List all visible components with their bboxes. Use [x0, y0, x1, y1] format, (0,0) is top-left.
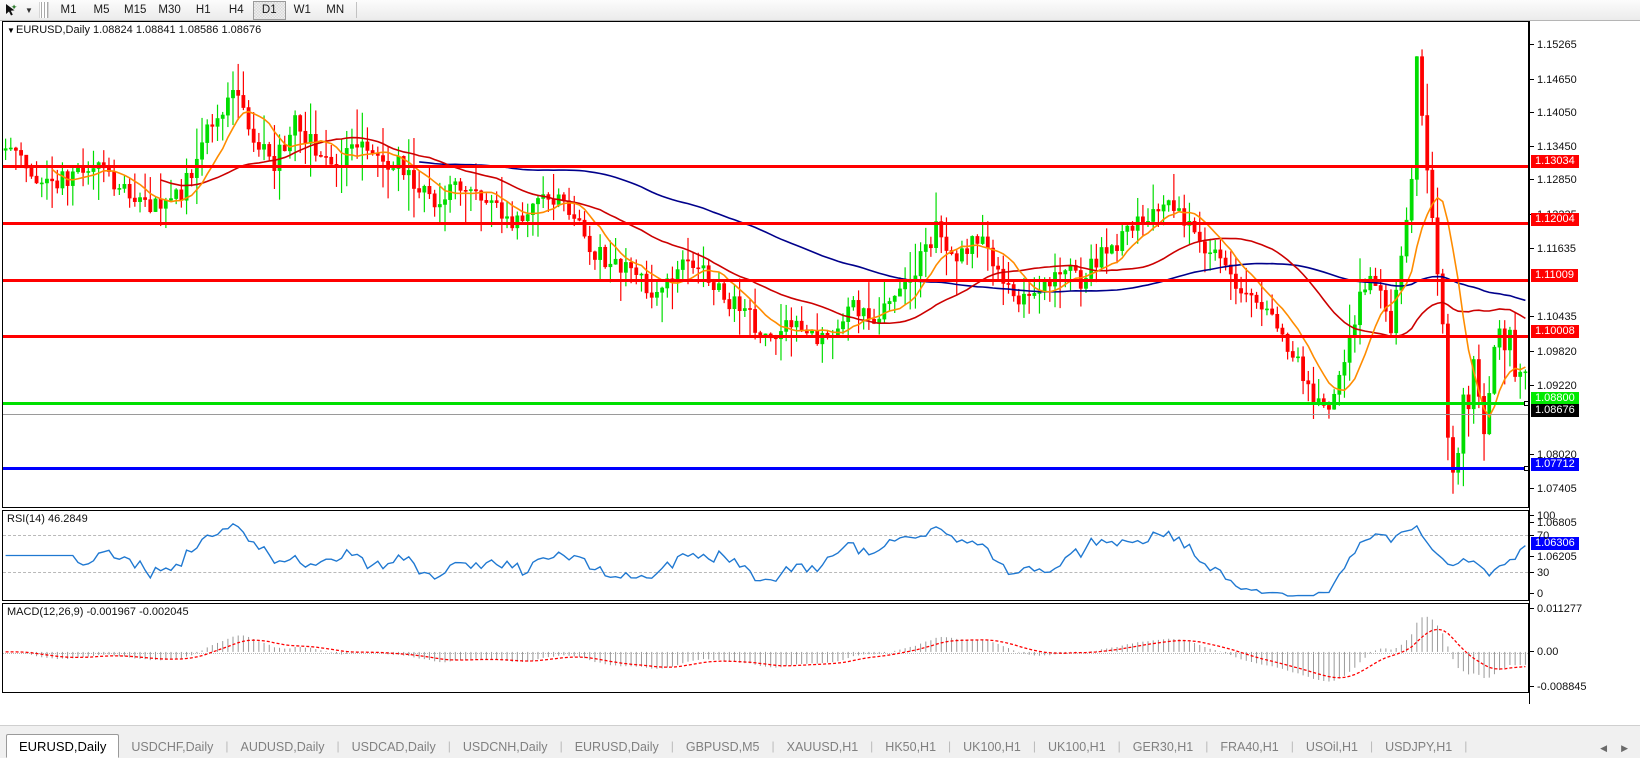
price-scale-axis[interactable]: 1.152651.146501.140501.134501.128501.122…	[1529, 21, 1640, 704]
chart-tab-uk100-h1[interactable]: UK100,H1	[963, 740, 1021, 754]
timeframe-m1[interactable]: M1	[60, 4, 77, 16]
price-tick: 1.12850	[1530, 174, 1577, 186]
tab-divider: |	[870, 739, 874, 753]
current-price-line	[3, 414, 1528, 415]
price-pane[interactable]: ▼EURUSD,Daily 1.08824 1.08841 1.08586 1.…	[2, 21, 1529, 550]
price-tick: 1.15265	[1530, 39, 1577, 51]
price-level-tag[interactable]: 1.13034	[1531, 155, 1579, 168]
level-line-1-08800[interactable]	[3, 401, 1529, 406]
chart-tab-ger30-h1[interactable]: GER30,H1	[1132, 740, 1194, 754]
price-pane-label-text: EURUSD,Daily 1.08824 1.08841 1.08586 1.0…	[16, 24, 262, 36]
price-level-tag[interactable]: 1.08676	[1531, 404, 1579, 417]
rsi-pane[interactable]: RSI(14) 46.2849	[2, 510, 1529, 601]
timeframe-m15[interactable]: M15	[124, 4, 147, 16]
chart-tab-usoil-h1[interactable]: USOil,H1	[1305, 740, 1358, 754]
triangle-down-icon[interactable]: ▼	[7, 26, 15, 35]
tab-divider: |	[559, 739, 563, 753]
timeframe-m5[interactable]: M5	[93, 4, 110, 16]
price-tick: 1.14050	[1530, 107, 1577, 119]
tab-divider: |	[948, 739, 952, 753]
tab-divider: |	[1032, 739, 1036, 753]
tab-divider: |	[1205, 739, 1209, 753]
chart-tab-usdcnh-daily[interactable]: USDCNH,Daily	[462, 740, 548, 754]
chart-tab-uk100-h1[interactable]: UK100,H1	[1047, 740, 1106, 754]
tab-divider: |	[1464, 739, 1468, 753]
price-level-tag[interactable]: 1.10008	[1531, 325, 1579, 338]
price-tick: 1.13450	[1530, 141, 1577, 153]
toolbar-grip[interactable]	[39, 2, 49, 18]
price-level-tag[interactable]: 1.11009	[1531, 269, 1578, 282]
macd-tick: -0.008845	[1530, 681, 1587, 693]
rsi-level-70	[3, 535, 1528, 536]
chart-tab-gbpusd-m5[interactable]: GBPUSD,M5	[685, 740, 760, 754]
timeframe-d1[interactable]: D1	[252, 0, 286, 20]
rsi-plot	[5, 522, 1526, 597]
price-level-tag[interactable]: 1.06306	[1531, 537, 1579, 550]
price-tick: 1.11635	[1530, 243, 1576, 255]
tabbar-scroll-controls: ◀ ▶	[1600, 743, 1640, 758]
timeframe-h4[interactable]: H4	[228, 4, 244, 16]
price-tick: 1.09220	[1530, 380, 1577, 392]
rsi-tick: 30	[1530, 567, 1549, 579]
price-tick: 1.06805	[1530, 517, 1577, 529]
level-line-1-07712[interactable]	[3, 466, 1529, 471]
macd-tick: 0.011277	[1530, 603, 1582, 615]
rsi-pane-label: RSI(14) 46.2849	[7, 513, 88, 525]
chart-tab-eurusd-daily[interactable]: EURUSD,Daily	[574, 740, 659, 754]
price-tick: 1.10435	[1530, 311, 1577, 323]
tab-divider: |	[771, 739, 775, 753]
tab-divider: |	[1290, 739, 1294, 753]
timeframe-mn[interactable]: MN	[326, 4, 345, 16]
price-level-tag[interactable]: 1.07712	[1531, 458, 1579, 471]
level-handle[interactable]	[1524, 401, 1529, 406]
price-pane-label: ▼EURUSD,Daily 1.08824 1.08841 1.08586 1.…	[7, 24, 261, 36]
tab-divider: |	[336, 739, 340, 753]
chart-tab-audusd-daily[interactable]: AUDUSD,Daily	[240, 740, 325, 754]
tab-divider: |	[670, 739, 674, 753]
level-line-1-11009[interactable]	[3, 279, 1528, 282]
rsi-tick: 100	[1530, 510, 1555, 522]
timeframe-h1[interactable]: H1	[195, 4, 211, 16]
price-level-tag[interactable]: 1.08800	[1531, 392, 1579, 405]
chevron-down-icon[interactable]: ▼	[25, 5, 33, 15]
chart-area: ▼EURUSD,Daily 1.08824 1.08841 1.08586 1.…	[0, 21, 1640, 743]
tab-divider: |	[1117, 739, 1121, 753]
chart-tabbar: EURUSD,Daily USDCHF,Daily | AUDUSD,Daily | US…	[0, 725, 1640, 758]
level-line-1-13034[interactable]	[3, 165, 1528, 168]
chart-tab-usdjpy-h1[interactable]: USDJPY,H1	[1385, 740, 1453, 754]
tab-divider: |	[447, 739, 451, 753]
tab-divider: |	[1369, 739, 1374, 753]
macd-pane-label: MACD(12,26,9) -0.001967 -0.002045	[7, 606, 189, 618]
toolbar-separator	[355, 2, 357, 18]
macd-plot	[5, 616, 1526, 682]
timeframe-m30[interactable]: M30	[158, 4, 181, 16]
timeframe-toolbar: ▼ M1 M5 M15 M30 H1 H4 D1 W1 MN	[0, 0, 1640, 21]
rsi-tick: 0	[1530, 588, 1543, 600]
macd-tick: 0.00	[1530, 646, 1558, 658]
price-tick: 1.14650	[1530, 74, 1577, 86]
price-tick: 1.06205	[1530, 551, 1577, 563]
scroll-left-icon[interactable]: ◀	[1600, 743, 1608, 753]
price-tick: 1.07405	[1530, 483, 1577, 495]
level-line-1-10008[interactable]	[3, 335, 1528, 338]
rsi-tick: 70	[1530, 530, 1549, 542]
chart-tab-usdcad-daily[interactable]: USDCAD,Daily	[351, 740, 436, 754]
price-candles	[3, 49, 1528, 494]
chart-tab-fra40-h1[interactable]: FRA40,H1	[1220, 740, 1279, 754]
chart-tab-xauusd-h1[interactable]: XAUUSD,H1	[786, 740, 859, 754]
macd-pane[interactable]: MACD(12,26,9) -0.001967 -0.002045	[2, 603, 1529, 693]
price-level-tag[interactable]: 1.12004	[1531, 213, 1579, 226]
rsi-level-30	[3, 572, 1528, 573]
level-line-1-12004[interactable]	[3, 222, 1528, 225]
crosshair-cursor-icon[interactable]	[0, 1, 22, 20]
price-tick: 1.09820	[1530, 346, 1577, 358]
level-handle[interactable]	[1524, 466, 1529, 471]
scroll-right-icon[interactable]: ▶	[1621, 743, 1628, 753]
timeframe-w1[interactable]: W1	[293, 4, 311, 16]
chart-tab-usdchf-daily[interactable]: USDCHF,Daily	[131, 740, 214, 754]
chart-tab-hk50-h1[interactable]: HK50,H1	[885, 740, 937, 754]
tab-divider: |	[225, 739, 229, 753]
chart-tab-eurusd-daily[interactable]: EURUSD,Daily	[6, 734, 120, 758]
